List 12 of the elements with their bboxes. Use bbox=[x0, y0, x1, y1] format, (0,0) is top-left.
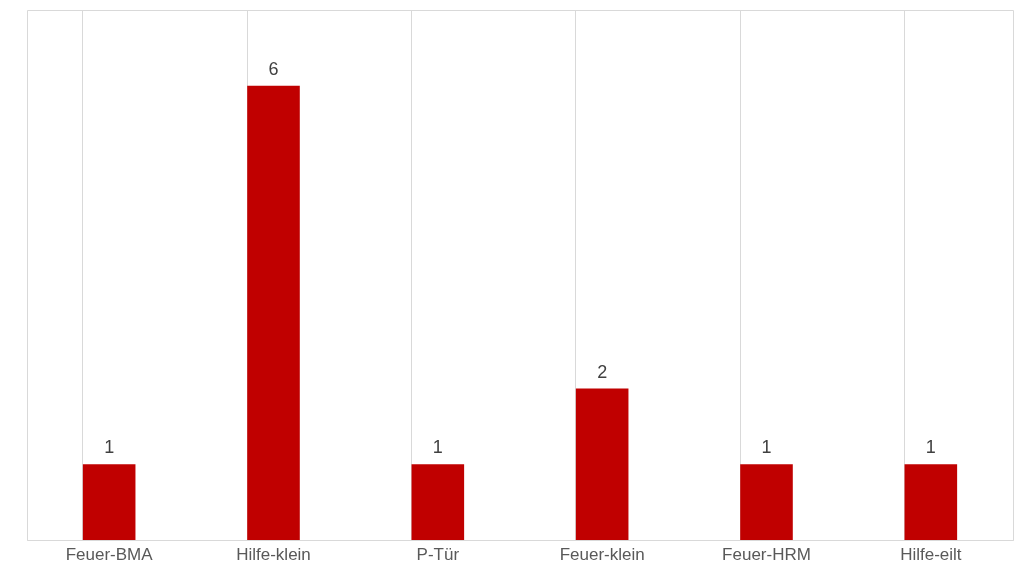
x-tick-label: Hilfe-eilt bbox=[900, 544, 962, 564]
x-tick-label: Feuer-klein bbox=[559, 544, 645, 564]
data-label: 1 bbox=[761, 437, 772, 458]
x-tick-label: Hilfe-klein bbox=[236, 544, 311, 564]
x-tick-label: P-Tür bbox=[416, 544, 460, 564]
data-label: 1 bbox=[104, 437, 115, 458]
data-label: 6 bbox=[268, 58, 279, 79]
data-label: 1 bbox=[925, 437, 936, 458]
data-label: 2 bbox=[597, 361, 608, 382]
data-label: 1 bbox=[432, 437, 443, 458]
x-tick-label: Feuer-BMA bbox=[65, 544, 154, 564]
x-tick-label: Feuer-HRM bbox=[722, 544, 811, 564]
